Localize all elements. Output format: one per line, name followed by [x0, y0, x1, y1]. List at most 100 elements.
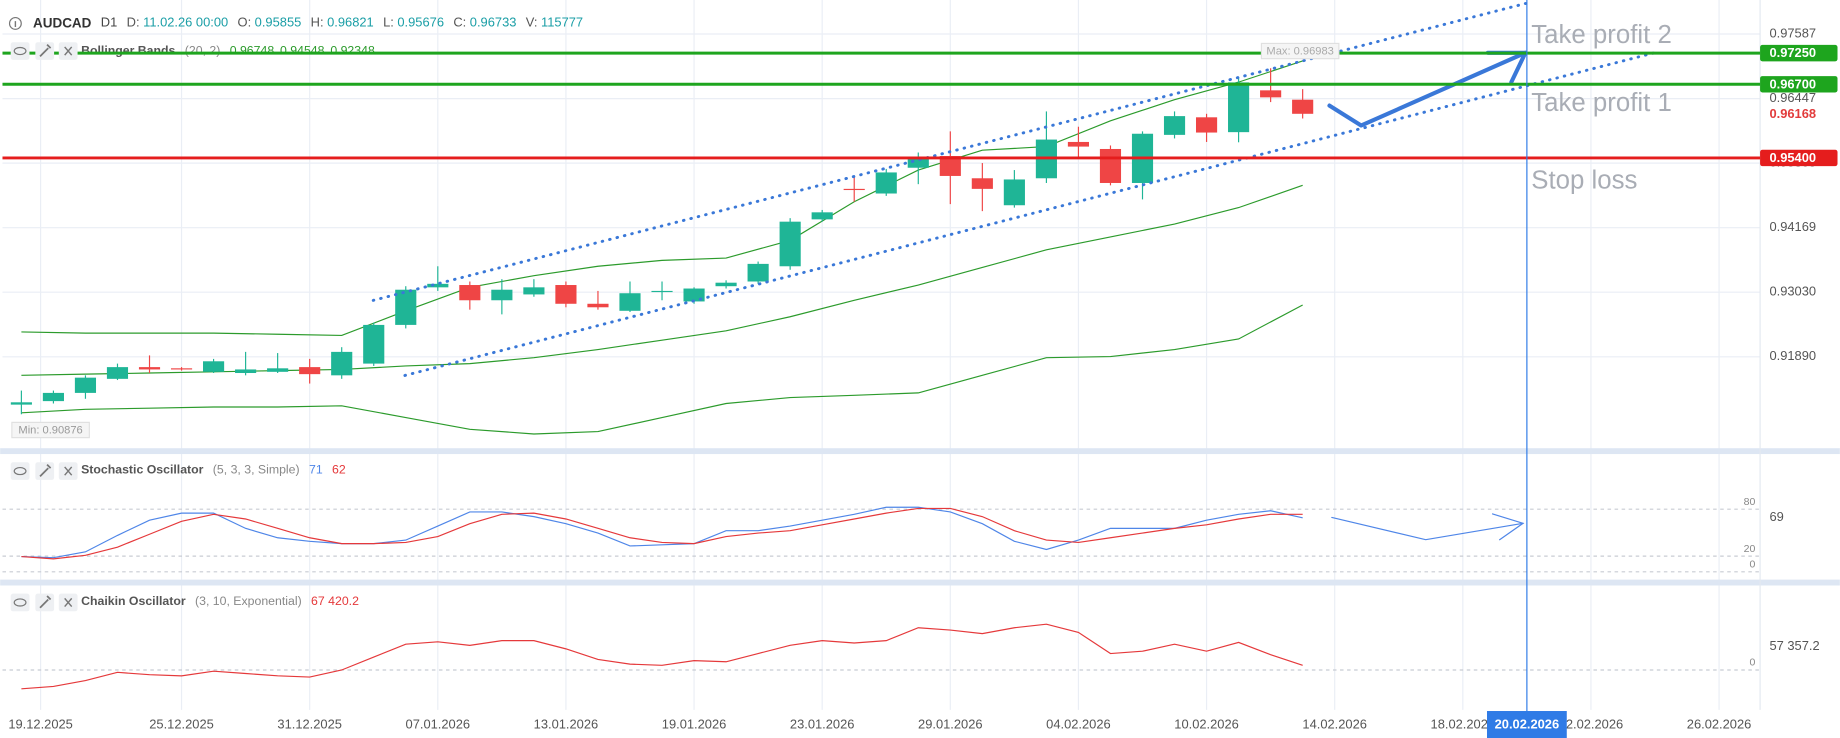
annotation: Take profit 1: [1531, 89, 1672, 117]
eye-button[interactable]: [10, 462, 30, 480]
x-tick-label: 29.01.2026: [918, 717, 983, 732]
candle-body: [1292, 99, 1314, 114]
y-tick-label: 0.96447: [1769, 90, 1816, 105]
candle-body: [1260, 90, 1282, 98]
close-icon: [64, 466, 73, 476]
last-value-label: 69: [1769, 509, 1783, 524]
arrow-head: [1491, 513, 1525, 541]
info-value: 0.96733: [470, 15, 517, 30]
channel-line: [403, 51, 1656, 377]
candle-body: [523, 287, 545, 295]
eye-icon: [13, 46, 27, 56]
eye-button[interactable]: [10, 593, 30, 612]
y-tick-label: 0.91890: [1769, 348, 1816, 363]
candle-body: [331, 351, 353, 376]
forecast-arrow: [1327, 50, 1528, 128]
info-icon[interactable]: [8, 17, 22, 30]
panel-header: AUDCAD D1 D: 11.02.26 00:00 O: 0.95855 H: 0.968…: [33, 15, 583, 30]
max-label-box: [1260, 42, 1340, 60]
eye-icon: [13, 466, 27, 476]
min-label: Min: 0.90876: [18, 425, 82, 437]
candle-body: [138, 367, 161, 370]
time-marker-label: 20.02.2026: [1495, 717, 1560, 732]
candle-body: [459, 285, 481, 301]
info-label: D:: [127, 15, 140, 30]
x-tick-label: 13.01.2026: [534, 717, 599, 732]
max-label: Max: 0.96983: [1266, 46, 1333, 58]
price-level-tag: [1760, 44, 1838, 62]
info-value: 0.96821: [327, 15, 374, 30]
x-tick-label: 04.02.2026: [1046, 717, 1111, 732]
price-level-label: 0.96700: [1769, 76, 1816, 91]
indicator-value: 0.94548: [280, 44, 325, 58]
annotation: Stop loss: [1531, 167, 1637, 195]
bollinger-band: [21, 304, 1303, 435]
x-tick-label: 07.01.2026: [406, 717, 471, 732]
eye-button[interactable]: [10, 42, 30, 60]
indicator-line: [21, 506, 1303, 559]
candle-body: [299, 367, 321, 375]
y-tick-label: 80: [1744, 496, 1756, 508]
y-tick-label: 0: [1750, 559, 1756, 571]
toolbar-icons: [8, 17, 78, 612]
x-tick-label: 31.12.2025: [277, 717, 342, 732]
bollinger-band: [21, 60, 1303, 337]
candle-body: [427, 283, 449, 288]
candle-body: [267, 368, 289, 372]
data-layer: 19.12.2025 25.12.2025 31.12.2025 07.01.2026…: [8, 25, 1819, 731]
info-label: C:: [453, 15, 466, 30]
indicator-value: 67 420.2: [311, 594, 359, 608]
indicator-params: (20, 2): [185, 44, 221, 58]
indicator-line: [21, 507, 1303, 560]
indicator-name: Bollinger Bands: [81, 44, 175, 58]
price-level-tag: [1760, 76, 1838, 93]
candle-body: [555, 285, 577, 304]
x-tick-label: 19.01.2026: [662, 717, 727, 732]
info-label: L:: [383, 15, 394, 30]
x-tick-label: 19.12.2025: [8, 717, 73, 732]
x-tick-label: 26.02.2026: [1687, 717, 1752, 732]
candle-body: [779, 221, 801, 267]
candle-body: [1228, 82, 1250, 133]
candle-body: [395, 289, 417, 325]
candle-body: [74, 377, 97, 393]
info-value: 115777: [541, 15, 583, 30]
candle-body: [619, 293, 641, 311]
current-price-label: 0.96168: [1769, 106, 1816, 121]
value-label: 57 357.2: [1769, 638, 1819, 653]
grid-layer: [2, 0, 1761, 710]
info-value: 11.02.26 00:00: [143, 15, 228, 30]
candle-body: [651, 290, 673, 293]
annotation: Take profit 2: [1531, 21, 1672, 49]
candle-body: [1195, 117, 1218, 133]
panel-separator: [0, 448, 1840, 455]
wrench-icon: [39, 595, 52, 609]
indicator-params: (5, 3, 3, Simple): [213, 463, 300, 477]
wrench-icon: [39, 43, 52, 57]
candle-body: [363, 324, 385, 364]
candle-body: [1003, 179, 1025, 206]
candle-body: [747, 263, 769, 282]
timeframe: D1: [101, 15, 117, 30]
indicator-value: 71: [309, 463, 323, 477]
y-tick-label: 20: [1744, 543, 1756, 555]
y-tick-label: 0: [1750, 657, 1756, 669]
forecast-line: [1331, 516, 1524, 541]
price-level-tag: [1760, 149, 1838, 167]
candle-body: [843, 188, 865, 191]
close-icon: [64, 597, 73, 608]
panel-header: Stochastic Oscillator (5, 3, 3, Simple) 71…: [81, 463, 346, 477]
info-label: H:: [311, 15, 324, 30]
candle-body: [10, 402, 32, 405]
y-tick-label: 0.93030: [1769, 284, 1816, 299]
candle-body: [491, 289, 513, 301]
candle-body: [939, 156, 961, 176]
indicator-value: 0.92348: [330, 44, 375, 58]
x-tick-label: 14.02.2026: [1302, 717, 1367, 732]
indicator-value: 0.96748: [230, 44, 275, 58]
x-tick-label: 23.01.2026: [790, 717, 855, 732]
symbol: AUDCAD: [33, 15, 92, 30]
